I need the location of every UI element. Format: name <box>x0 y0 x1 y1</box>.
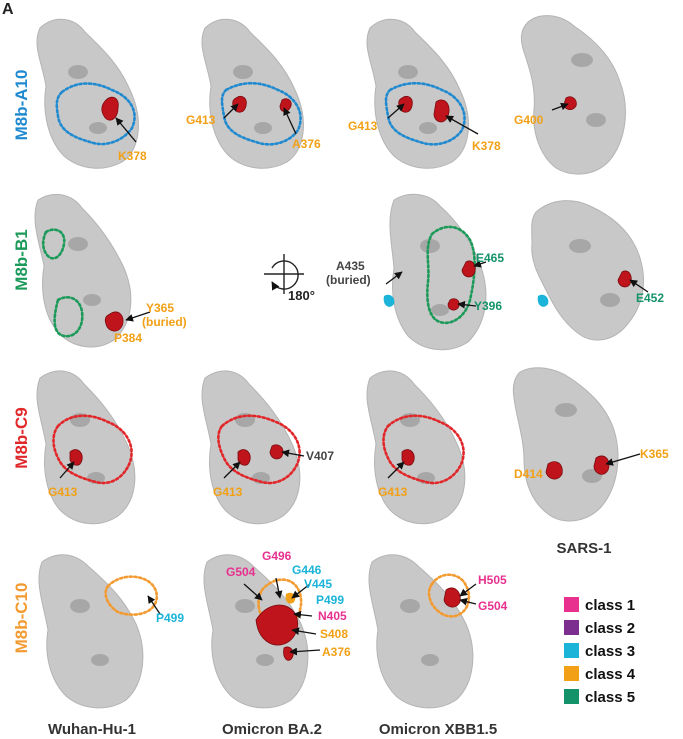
legend-swatch <box>564 597 579 612</box>
residue-label: K365 <box>640 447 669 461</box>
mutation-site <box>283 646 294 661</box>
residue-label: G413 <box>48 485 78 499</box>
legend-label: class 3 <box>585 643 635 660</box>
epitope-outline-a10 <box>384 81 466 146</box>
rbd-b1-sars <box>531 200 644 341</box>
residue-label: (buried) <box>142 315 187 329</box>
epitope-outline-b1 <box>426 225 476 325</box>
epitope-outline-b1 <box>53 296 84 338</box>
legend-label: class 5 <box>585 689 635 706</box>
residue-label: Y396 <box>474 299 502 313</box>
residue-label: G413 <box>213 485 243 499</box>
rbd-c9-sars <box>512 367 619 522</box>
mutation-site <box>398 96 413 113</box>
residue-label: G413 <box>378 485 408 499</box>
mutation-site <box>447 298 460 311</box>
mutation-site <box>104 311 124 332</box>
rotation-label: 180° <box>288 288 315 303</box>
legend-label: class 1 <box>585 597 635 614</box>
epitope-outline-a10 <box>55 82 136 146</box>
residue-label: K378 <box>472 139 501 153</box>
column-label: Omicron XBB1.5 <box>379 721 497 738</box>
rbd-a10-sars <box>520 15 626 175</box>
residue-label: G413 <box>186 113 216 127</box>
mutation-site <box>433 99 450 123</box>
residue-label: N405 <box>318 609 347 623</box>
mutation-site <box>443 587 461 608</box>
residue-label: G504 <box>478 599 508 613</box>
mutation-site <box>593 455 610 475</box>
row-label-c10: M8b-C10 <box>12 583 31 654</box>
residue-label: E452 <box>636 291 664 305</box>
mutation-site <box>269 444 284 460</box>
legend-swatch <box>564 689 579 704</box>
rbd-c9-ba2 <box>201 370 301 525</box>
arrows <box>59 102 649 656</box>
mutation-site <box>101 96 119 121</box>
epitope-outline-b1 <box>41 228 66 260</box>
rotation-icon <box>264 254 304 294</box>
legend-swatch <box>564 620 579 635</box>
epitope-outline-c9 <box>52 414 133 485</box>
residue-label: G504 <box>226 565 256 579</box>
rbd-b1-wuhan <box>34 193 132 348</box>
residue-label: G400 <box>514 113 544 127</box>
rbd-a10-ba2 <box>201 18 304 169</box>
column-label: SARS-1 <box>556 540 611 557</box>
residue-label: A376 <box>322 645 351 659</box>
residue-label: P384 <box>114 331 142 345</box>
column-label: Omicron BA.2 <box>222 721 322 738</box>
rbd-c9-xbb <box>366 370 466 525</box>
epitope-outline-c9 <box>382 414 465 485</box>
mutation-site <box>69 449 83 466</box>
legend-label: class 4 <box>585 666 636 683</box>
residue-label: A435 <box>336 259 365 273</box>
epitope-outline-c10 <box>104 575 159 616</box>
residue-label: S408 <box>320 627 348 641</box>
residue-label: E465 <box>476 251 504 265</box>
rbd-c9-wuhan <box>36 370 136 525</box>
mutation-site <box>461 260 476 278</box>
residue-label: Y365 <box>146 301 174 315</box>
residue-label: G413 <box>348 119 378 133</box>
rbd-b1-xbb <box>383 193 487 351</box>
residue-label: G446 <box>292 563 322 577</box>
legend-label: class 2 <box>585 620 635 637</box>
residue-label: V445 <box>304 577 332 591</box>
epitope-outline-c10 <box>427 573 471 618</box>
class3-patch <box>537 294 549 307</box>
row-label-b1: M8b-B1 <box>12 229 31 290</box>
mutation-site <box>232 96 247 113</box>
legend-swatch <box>564 643 579 658</box>
column-label: Wuhan-Hu-1 <box>48 721 136 738</box>
row-label-a10: M8b-A10 <box>12 70 31 141</box>
rbd-c10-xbb <box>368 554 474 709</box>
residue-label: P499 <box>316 593 344 607</box>
row-label-c9: M8b-C9 <box>12 407 31 468</box>
panel-letter: A <box>2 1 14 18</box>
legend: class 1 class 2 class 3 class 4 class 5 <box>564 597 636 706</box>
residue-label: H505 <box>478 573 507 587</box>
mutation-site <box>545 461 563 480</box>
residue-label: D414 <box>514 467 543 481</box>
legend-swatch <box>564 666 579 681</box>
epitope-outline-a10 <box>220 81 302 146</box>
rbd-a10-wuhan <box>36 18 139 169</box>
residue-label: (buried) <box>326 273 371 287</box>
rbd-c10-wuhan <box>38 554 159 709</box>
residue-label: G496 <box>262 549 292 563</box>
rbd-c10-ba2 <box>203 554 309 709</box>
residue-label: K378 <box>118 149 147 163</box>
residue-label: V407 <box>306 449 334 463</box>
residue-label: A376 <box>292 137 321 151</box>
class3-patch <box>383 294 395 307</box>
mutation-site <box>563 96 577 110</box>
epitope-outline-c9 <box>217 414 301 485</box>
rbd-a10-xbb <box>366 18 469 169</box>
residue-label: P499 <box>156 611 184 625</box>
